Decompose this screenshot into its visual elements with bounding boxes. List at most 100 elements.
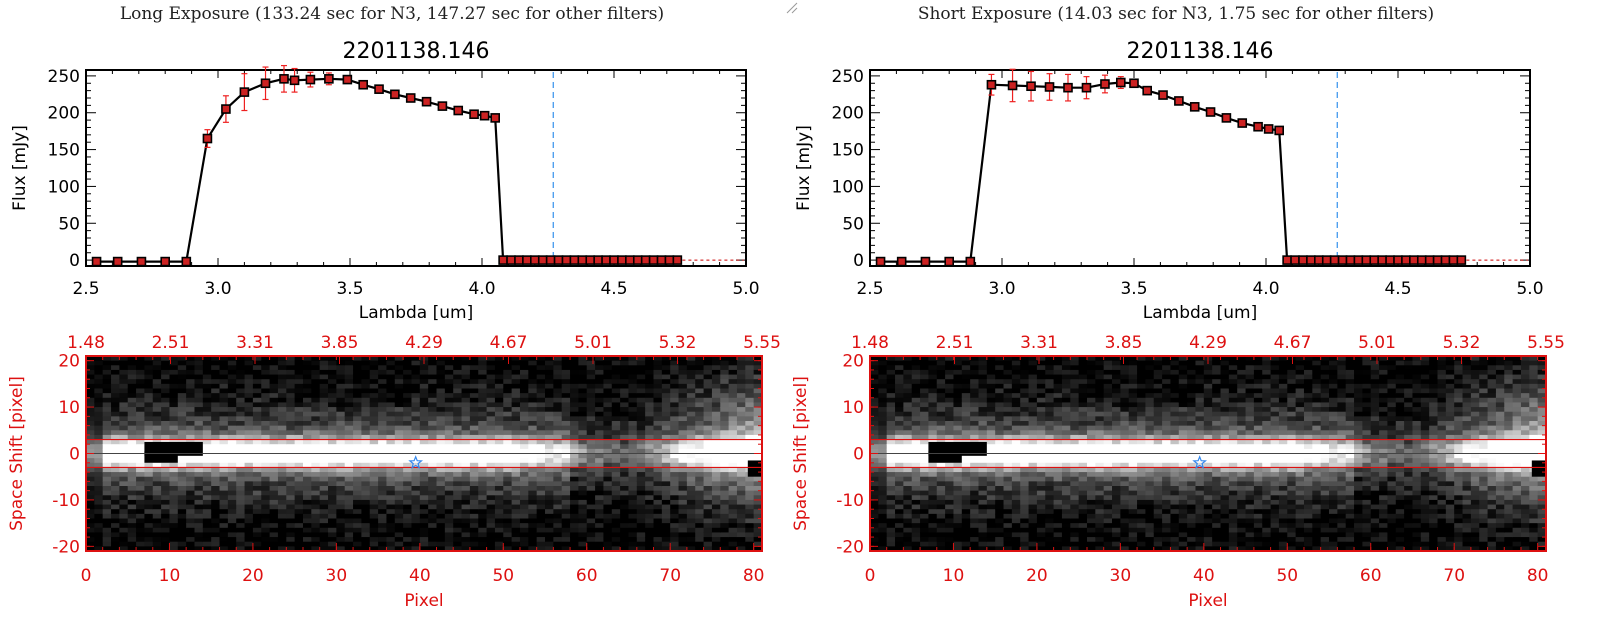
x-tick-label: 5.0 xyxy=(1516,279,1543,299)
data-point xyxy=(545,255,556,265)
top-tick-label: 1.48 xyxy=(851,333,889,353)
x-tick-label: 10 xyxy=(943,566,965,586)
data-point xyxy=(469,109,479,120)
y-tick-label: -10 xyxy=(52,491,80,511)
data-point xyxy=(1353,255,1364,265)
x-tick-label: 30 xyxy=(1110,566,1132,586)
data-point xyxy=(609,255,619,265)
y-tick-label: 20 xyxy=(58,352,80,372)
y-tick-label: 100 xyxy=(48,177,80,197)
data-point xyxy=(1456,255,1467,265)
data-point xyxy=(553,255,564,265)
data-point xyxy=(490,113,501,123)
y-tick-label: 0 xyxy=(853,445,864,465)
data-point xyxy=(279,74,289,84)
data-point xyxy=(1306,255,1316,265)
data-point xyxy=(91,256,102,267)
data-point xyxy=(1115,77,1126,88)
data-point xyxy=(522,255,532,265)
data-point xyxy=(289,75,300,86)
x-tick-label: 4.0 xyxy=(468,279,495,299)
y-tick-label: -20 xyxy=(52,537,80,557)
x-tick-label: 4.5 xyxy=(600,279,627,299)
data-point xyxy=(1290,255,1300,265)
star-marker-icon xyxy=(408,455,423,469)
data-point xyxy=(585,255,596,265)
data-point xyxy=(1424,255,1435,265)
y-tick-label: 200 xyxy=(832,104,864,124)
chart-title: 2201138.146 xyxy=(343,39,490,64)
data-point xyxy=(1237,118,1248,128)
series-line xyxy=(880,81,1462,263)
data-point xyxy=(260,78,271,89)
x-axis-label: Pixel xyxy=(1188,591,1227,611)
top-tick-label: 2.51 xyxy=(936,333,974,353)
data-point xyxy=(601,255,611,265)
top-tick-label: 5.01 xyxy=(574,333,612,353)
data-point xyxy=(112,256,123,267)
x-tick-label: 0 xyxy=(81,566,92,586)
data-point xyxy=(1401,255,1411,265)
x-axis-label: Pixel xyxy=(404,591,443,611)
data-point xyxy=(1063,82,1073,93)
data-point xyxy=(1174,96,1184,106)
x-tick-label: 50 xyxy=(1276,566,1298,586)
x-tick-label: 20 xyxy=(1026,566,1048,586)
top-tick-label: 2.51 xyxy=(152,333,190,353)
top-tick-label: 5.01 xyxy=(1358,333,1396,353)
data-point xyxy=(640,255,651,265)
data-point xyxy=(1345,255,1356,265)
y-axis-label: Space Shift [pixel] xyxy=(7,376,27,531)
short-exposure-panel: Short Exposure (14.03 sec for N3, 1.75 s… xyxy=(784,0,1568,630)
data-point xyxy=(160,256,170,267)
data-point xyxy=(202,133,213,144)
data-point xyxy=(342,74,353,85)
top-tick-label: 5.32 xyxy=(1443,333,1481,353)
data-point xyxy=(506,255,516,265)
y-tick-label: 150 xyxy=(832,141,864,161)
x-axis-label: Lambda [um] xyxy=(359,303,473,323)
x-tick-label: 4.0 xyxy=(1252,279,1279,299)
data-point xyxy=(617,255,627,265)
x-tick-label: 3.0 xyxy=(988,279,1015,299)
masked-pixels xyxy=(928,451,962,463)
y-tick-label: 150 xyxy=(48,141,80,161)
y-tick-label: 0 xyxy=(69,251,80,271)
y-tick-label: -20 xyxy=(836,537,864,557)
x-axis-label: Lambda [um] xyxy=(1143,303,1257,323)
data-point xyxy=(577,255,588,265)
data-point xyxy=(498,255,508,265)
masked-pixels xyxy=(747,460,762,477)
data-point xyxy=(324,74,334,84)
data-point xyxy=(672,255,683,265)
top-tick-label: 4.29 xyxy=(1189,333,1227,353)
star-marker-icon xyxy=(1192,455,1207,469)
data-point xyxy=(1416,255,1427,265)
data-point xyxy=(1361,255,1372,265)
x-tick-label: 20 xyxy=(242,566,264,586)
masked-pixels xyxy=(144,451,178,463)
y-tick-label: 10 xyxy=(58,398,80,418)
data-point xyxy=(239,87,250,97)
y-tick-label: 20 xyxy=(842,352,864,372)
y-axis-label: Space Shift [pixel] xyxy=(791,376,811,531)
data-point xyxy=(664,255,675,265)
data-point xyxy=(625,255,635,265)
data-point xyxy=(920,256,931,267)
data-point xyxy=(1298,255,1308,265)
top-tick-label: 4.67 xyxy=(490,333,528,353)
y-tick-label: 0 xyxy=(853,251,864,271)
data-point xyxy=(1205,107,1216,117)
x-tick-label: 70 xyxy=(1443,566,1465,586)
x-tick-label: 3.5 xyxy=(1120,279,1147,299)
data-point xyxy=(944,256,954,267)
top-tick-label: 3.85 xyxy=(1105,333,1143,353)
data-point xyxy=(1377,255,1387,265)
plot-frame xyxy=(869,69,1531,267)
x-tick-label: 40 xyxy=(1193,566,1215,586)
resize-grip-icon[interactable] xyxy=(784,0,798,14)
data-point xyxy=(1158,90,1168,100)
top-tick-label: 3.31 xyxy=(236,333,274,353)
